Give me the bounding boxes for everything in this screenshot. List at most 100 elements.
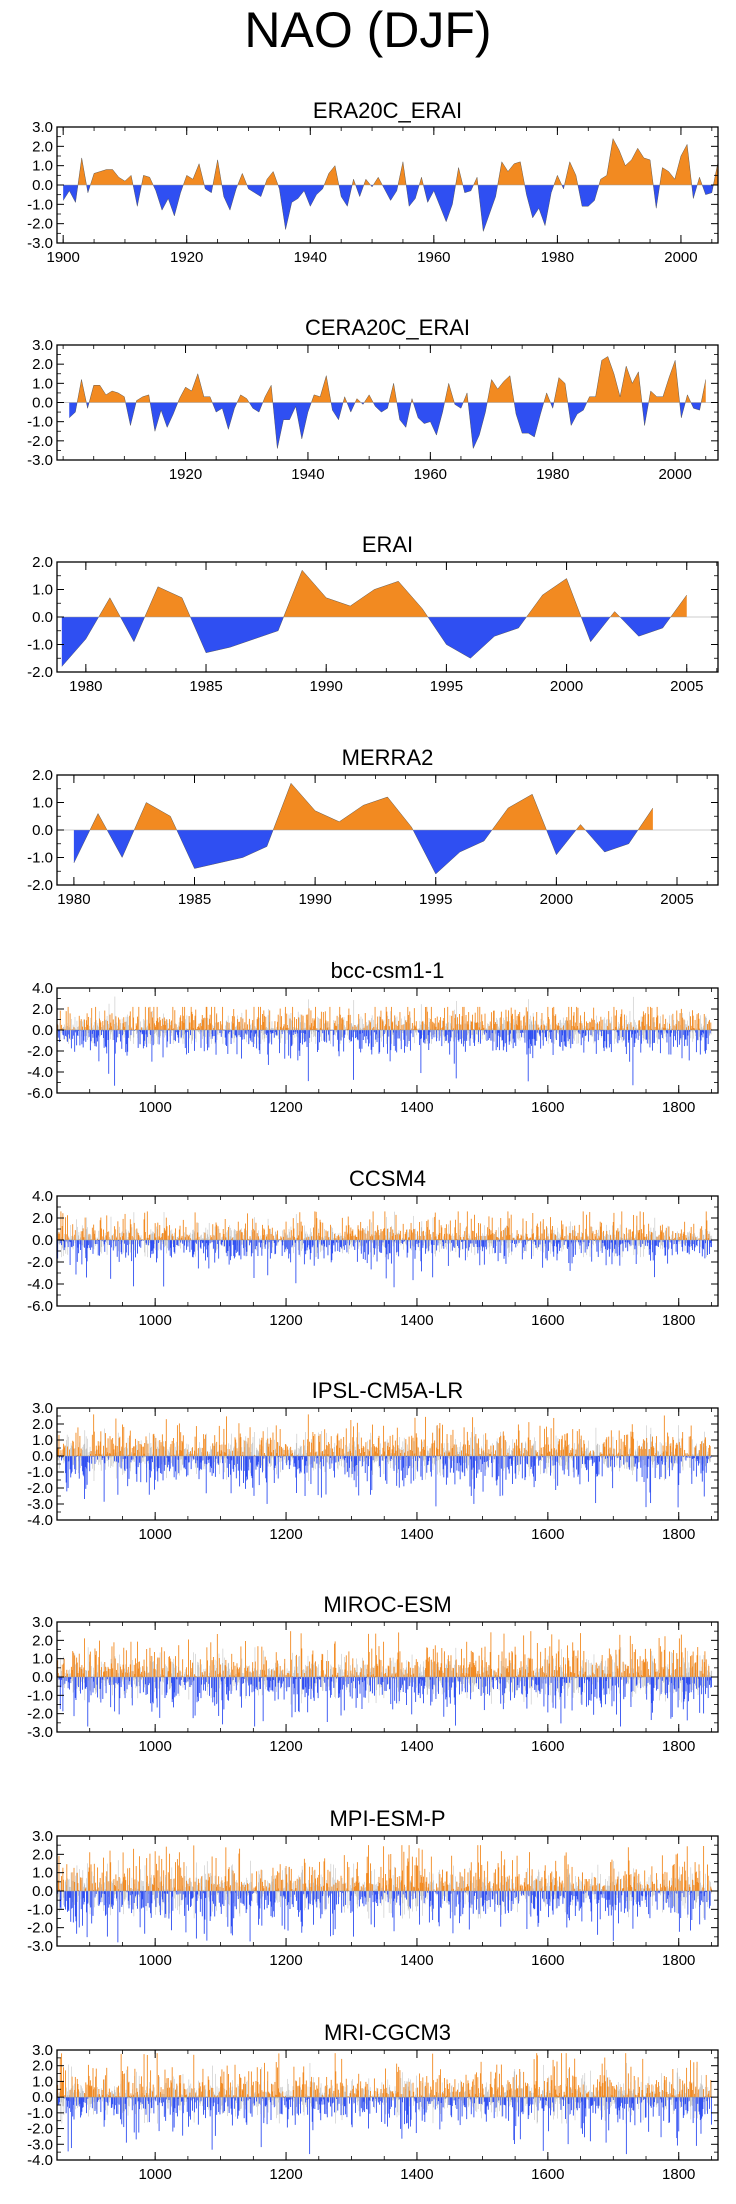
positive-area — [553, 175, 562, 185]
x-tick-label: 1980 — [541, 249, 574, 266]
x-tick-label: 1960 — [414, 466, 447, 483]
page-title: NAO (DJF) — [244, 2, 492, 58]
x-tick-label: 2005 — [670, 678, 703, 695]
plot-area — [73, 782, 654, 875]
plot-area — [57, 996, 713, 1086]
x-tick-label: 1985 — [178, 891, 211, 908]
positive-area — [576, 824, 586, 830]
negative-area — [567, 402, 587, 426]
negative-area — [125, 402, 137, 426]
y-tick-label: -4.0 — [27, 1276, 53, 1293]
y-tick-label: 2.0 — [32, 356, 53, 373]
positive-area — [177, 373, 213, 403]
negative-area — [406, 185, 420, 207]
positive-area — [273, 783, 414, 830]
negative-area — [454, 402, 464, 409]
x-tick-label: 1990 — [298, 891, 331, 908]
chart-title: CCSM4 — [349, 1166, 426, 1191]
chart-title: bcc-csm1-1 — [331, 958, 445, 983]
negative-area — [221, 185, 238, 211]
plot-area — [63, 137, 718, 232]
negative-area — [63, 185, 78, 203]
positive-area — [463, 392, 469, 403]
negative-area — [477, 185, 498, 232]
positive-area — [444, 383, 455, 403]
x-tick-label: 1000 — [138, 1312, 171, 1329]
negative-area — [641, 402, 649, 426]
positive-area — [364, 394, 374, 403]
positive-area — [697, 177, 703, 185]
x-tick-label: 1900 — [46, 249, 79, 266]
plot-area — [61, 569, 687, 667]
positive-area — [343, 396, 347, 403]
negative-area — [653, 185, 660, 209]
plot-area — [57, 1414, 713, 1508]
y-tick-label: 1.0 — [32, 795, 53, 812]
y-tick-label: 1.0 — [32, 375, 53, 392]
negative-area — [514, 402, 544, 437]
positive-area — [134, 802, 177, 830]
plot-area — [69, 356, 706, 450]
negative-area — [338, 185, 353, 207]
y-tick-label: 2.0 — [32, 767, 53, 784]
chart-panel: CERA20C_ERAI 3.0 2.0 1.0 0.0 -1.0 -2.0 -3.0 1920… — [27, 315, 719, 483]
chart-panel: ERAI 2.0 1.0 0.0 -1.0 -2.0 1980 1985 1990 1995 200… — [27, 532, 719, 695]
x-tick-label: 1980 — [57, 891, 90, 908]
y-tick-label: 2.0 — [32, 1001, 53, 1018]
y-tick-label: -1.0 — [27, 850, 53, 867]
positive-area — [144, 586, 191, 617]
negative-area — [413, 402, 445, 436]
positive-area — [141, 175, 154, 185]
y-tick-label: -2.0 — [27, 664, 53, 681]
positive-area — [553, 377, 568, 403]
positive-area — [526, 578, 582, 617]
y-tick-label: 0.0 — [32, 822, 53, 839]
positive-area — [492, 794, 547, 830]
x-tick-label: 1600 — [531, 1312, 564, 1329]
x-tick-label: 2000 — [540, 891, 573, 908]
x-tick-label: 1985 — [189, 678, 222, 695]
series-line — [61, 569, 687, 667]
chart-panel: CCSM4 4.0 2.0 0.0 -2.0 -4.0 -6.0 1000 1200 1400 16… — [27, 1166, 719, 1329]
negative-area — [120, 617, 145, 642]
positive-area — [283, 570, 428, 617]
negative-area — [468, 402, 488, 449]
negative-area — [153, 185, 184, 216]
negative-area — [107, 830, 135, 858]
negative-area — [382, 185, 398, 201]
y-tick-label: 0.0 — [32, 395, 53, 412]
x-tick-label: 2000 — [550, 678, 583, 695]
x-tick-label: 1800 — [662, 1099, 695, 1116]
positive-area — [598, 138, 654, 185]
x-tick-label: 1980 — [69, 678, 102, 695]
positive-area — [543, 392, 551, 403]
y-tick-label: 4.0 — [32, 980, 53, 997]
negative-area — [150, 402, 178, 432]
positive-area — [473, 177, 478, 185]
chart-title: CERA20C_ERAI — [305, 315, 470, 340]
positive-area — [237, 173, 247, 185]
negative-area — [176, 830, 274, 869]
positive-area — [497, 161, 525, 185]
y-tick-label: 4.0 — [32, 1188, 53, 1205]
negative-area — [370, 185, 374, 187]
chart-title: ERAI — [362, 532, 413, 557]
positive-area — [610, 611, 620, 617]
y-tick-label: -6.0 — [27, 1085, 53, 1102]
negative-area — [585, 830, 639, 852]
positive-area — [373, 177, 383, 185]
positive-area — [324, 165, 339, 185]
positive-area — [89, 813, 108, 830]
y-tick-label: -2.0 — [27, 216, 53, 233]
positive-area — [311, 375, 332, 403]
y-tick-label: 2.0 — [32, 138, 53, 155]
y-tick-label: 3.0 — [32, 119, 53, 136]
negative-area — [272, 402, 312, 449]
positive-area — [487, 375, 515, 403]
positive-area — [90, 169, 134, 185]
negative-area — [423, 185, 456, 222]
y-tick-label: 1.0 — [32, 582, 53, 599]
negative-area — [373, 402, 389, 413]
positive-area — [685, 394, 691, 403]
